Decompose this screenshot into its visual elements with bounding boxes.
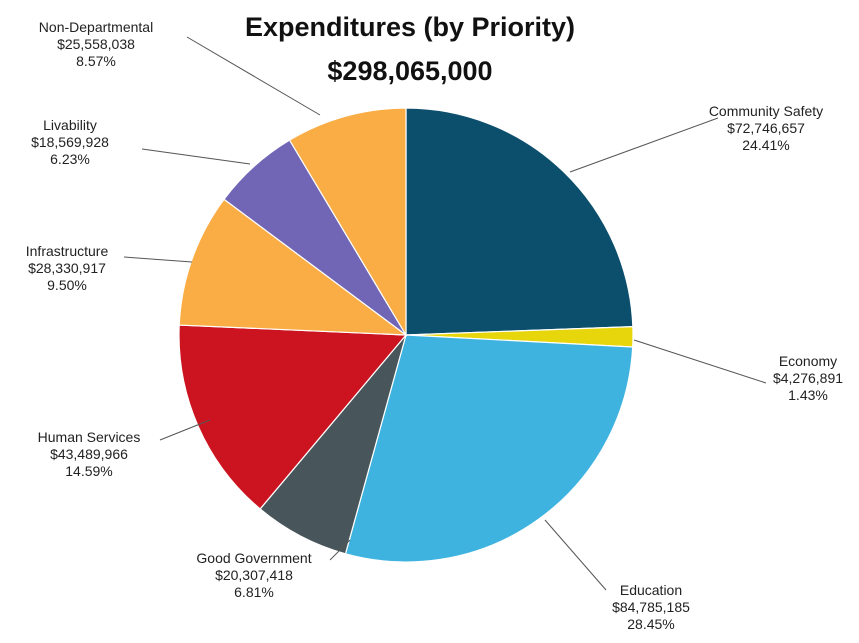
leader-line-infrastructure	[123, 256, 193, 263]
leader-line-good-government	[329, 539, 351, 561]
slice-label-livability: Livability $18,569,928 6.23%	[31, 117, 109, 167]
slice-label-infrastructure: Infrastructure $28,330,917 9.50%	[26, 243, 109, 293]
pie-slice-infrastructure	[178, 198, 408, 336]
slice-amount: $20,307,418	[215, 567, 293, 583]
slice-amount: $4,276,891	[773, 370, 843, 386]
slice-label-economy: Economy $4,276,891 1.43%	[773, 353, 843, 403]
slice-percent: 8.57%	[76, 53, 116, 69]
slice-label-education: Education $84,785,185 28.45%	[612, 582, 690, 632]
slice-percent: 6.23%	[50, 151, 90, 167]
leader-line-economy	[633, 339, 767, 384]
pie-slice-education	[344, 334, 634, 563]
slice-label-community-safety: Community Safety $72,746,657 24.41%	[709, 103, 823, 153]
slice-percent: 24.41%	[742, 137, 789, 153]
slice-percent: 14.59%	[65, 463, 112, 479]
slice-amount: $28,330,917	[28, 260, 106, 276]
slice-name: Education	[620, 582, 682, 598]
slice-label-good-government: Good Government $20,307,418 6.81%	[196, 550, 311, 600]
slice-name: Good Government	[196, 550, 311, 566]
slice-name: Livability	[43, 117, 97, 133]
leader-line-education	[544, 519, 607, 591]
slice-amount: $25,558,038	[57, 36, 135, 52]
leader-line-community-safety	[569, 117, 719, 173]
slice-amount: $84,785,185	[612, 599, 690, 615]
leader-lines	[123, 36, 767, 591]
leader-line-human-services	[159, 419, 211, 441]
slice-percent: 1.43%	[788, 387, 828, 403]
slice-label-human-services: Human Services $43,489,966 14.59%	[38, 429, 141, 479]
slice-name: Community Safety	[709, 103, 823, 119]
slice-name: Non-Departmental	[39, 19, 153, 35]
slice-name: Infrastructure	[26, 243, 109, 259]
slice-amount: $43,489,966	[50, 446, 128, 462]
pie-slice-non-departmental	[288, 107, 407, 338]
slice-labels: Community Safety $72,746,657 24.41% Economy…	[26, 19, 843, 632]
slice-percent: 9.50%	[47, 277, 87, 293]
slice-name: Economy	[779, 353, 837, 369]
slice-amount: $18,569,928	[31, 134, 109, 150]
slice-percent: 28.45%	[627, 616, 674, 632]
pie-slices	[178, 107, 634, 563]
slice-percent: 6.81%	[234, 584, 274, 600]
chart-subtitle: $298,065,000	[327, 56, 492, 86]
pie-slice-community-safety	[405, 107, 634, 336]
slice-label-non-departmental: Non-Departmental $25,558,038 8.57%	[39, 19, 153, 69]
pie-slice-human-services	[178, 324, 408, 510]
slice-amount: $72,746,657	[727, 120, 805, 136]
leader-line-livability	[141, 148, 251, 165]
leader-line-non-departmental	[186, 36, 321, 116]
chart-title: Expenditures (by Priority)	[245, 12, 575, 42]
slice-name: Human Services	[38, 429, 141, 445]
